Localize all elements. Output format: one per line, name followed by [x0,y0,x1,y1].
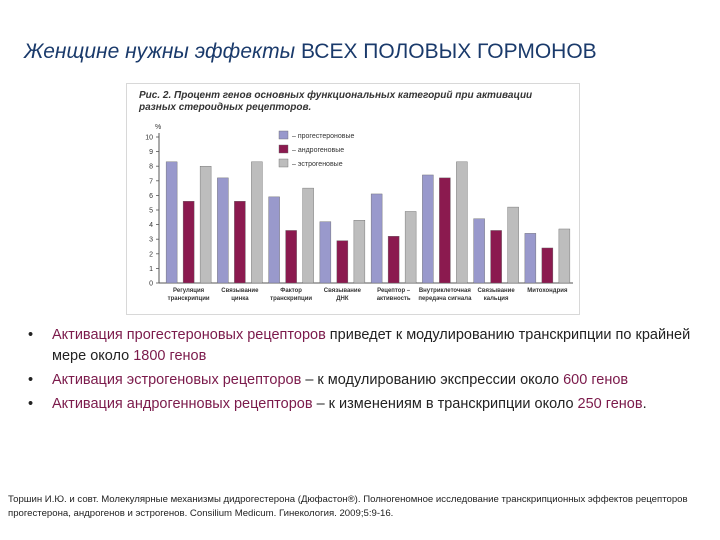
bar [285,230,297,284]
bar [319,221,332,284]
bullet-item: • Активация эстрогеновых рецепторов – к м… [26,370,696,391]
x-tick-label: Регуляция [173,288,205,294]
x-tick-label: Связывание [478,288,516,294]
y-tick-label: 4 [149,222,153,229]
bar [456,161,468,284]
y-tick-label: 2 [149,251,153,258]
legend-swatch [278,144,289,154]
bar [404,211,417,284]
x-tick-label: Рецептор – [377,288,411,294]
bullet-item: • Активация прогестероновых рецепторов пр… [26,325,696,367]
bar [541,247,554,284]
bullet-dot: • [28,372,34,388]
slide-title-part1: Женщине нужны эффекты [24,40,301,63]
bullet-text: приведет к модулированию транскрипции по… [52,327,691,364]
legend-label: – эстрогеновые [292,161,343,168]
bullet-number: 1800 генов [133,348,207,364]
bar [182,201,195,284]
bar [302,187,314,284]
legend-label: – прогестероновые [292,133,355,140]
slide-title: Женщине нужны эффекты ВСЕХ ПОЛОВЫХ ГОРМО… [24,40,704,64]
bar [165,161,178,284]
legend-label: – андрогеновые [292,147,344,154]
x-tick-label: цинка [231,296,249,302]
bar [336,240,349,284]
x-tick-label: транскрипции [270,296,312,302]
reference-citation: Торшин И.Ю. и совт. Молекулярные механиз… [8,494,688,519]
chart-figure: Рис. 2. Процент генов основных функциона… [126,83,580,315]
bullet-highlight: Активация андрогенновых рецепторов [52,396,313,412]
y-tick-label: 6 [149,193,153,200]
y-tick-label: 10 [145,135,153,142]
bar [422,174,434,284]
bar [507,206,519,284]
bullet-highlight: Активация прогестероновых рецепторов [52,327,326,343]
bar [251,161,263,284]
bar [524,233,537,284]
bar [353,220,366,284]
y-tick-label: 9 [149,149,153,156]
slide-title-part2: ВСЕХ ПОЛОВЫХ ГОРМОНОВ [300,40,597,63]
x-tick-label: Митохондрия [527,288,568,294]
y-tick-label: 3 [149,237,153,244]
y-tick-label: 1 [149,266,153,273]
bar [473,218,485,284]
bullet-number: 600 генов [563,372,629,388]
y-axis-label: % [155,124,161,131]
bar [370,193,383,284]
bullet-dot: • [28,327,34,343]
y-tick-label: 5 [149,208,153,215]
bar [558,228,571,284]
bullet-dot: • [28,396,34,412]
x-tick-label: Внутриклеточная [419,288,472,294]
x-tick-label: транскрипции [168,296,210,302]
y-tick-label: 8 [149,164,153,171]
x-tick-label: Фактор [280,288,302,294]
bullet-list: • Активация прогестероновых рецепторов пр… [26,325,696,418]
x-tick-label: ДНК [336,296,349,302]
bar [217,177,229,284]
bullet-text: – к изменениям в транскрипции около [312,396,578,412]
y-tick-label: 0 [149,281,153,288]
y-tick-label: 7 [149,178,153,185]
bar-chart: % 0 1 2 3 4 5 6 7 8 9 10 Регуляция транскрипции Связыв… [145,124,573,302]
x-tick-label: активность [377,296,411,302]
chart-caption: Рис. 2. Процент генов основных функциона… [139,90,533,113]
bullet-number: 250 генов [577,396,643,412]
x-tick-label: кальция [484,296,509,302]
x-tick-label: Связывание [221,288,259,294]
bar [387,236,400,284]
bar [234,201,246,284]
bar [268,196,280,284]
bullet-text: – к модулированию экспрессии около [301,372,564,388]
x-tick-label: Связывание [324,288,362,294]
bullet-highlight: Активация эстрогеновых рецепторов [52,372,302,388]
x-tick-label: передача сигнала [418,296,472,302]
bullet-tail: . [642,396,647,412]
bullet-item: • Активация андрогенновых рецепторов – к … [26,394,696,415]
legend-swatch [278,130,289,140]
legend-swatch [278,158,289,168]
bar [490,230,502,284]
bar [199,165,212,284]
bar [439,177,451,284]
